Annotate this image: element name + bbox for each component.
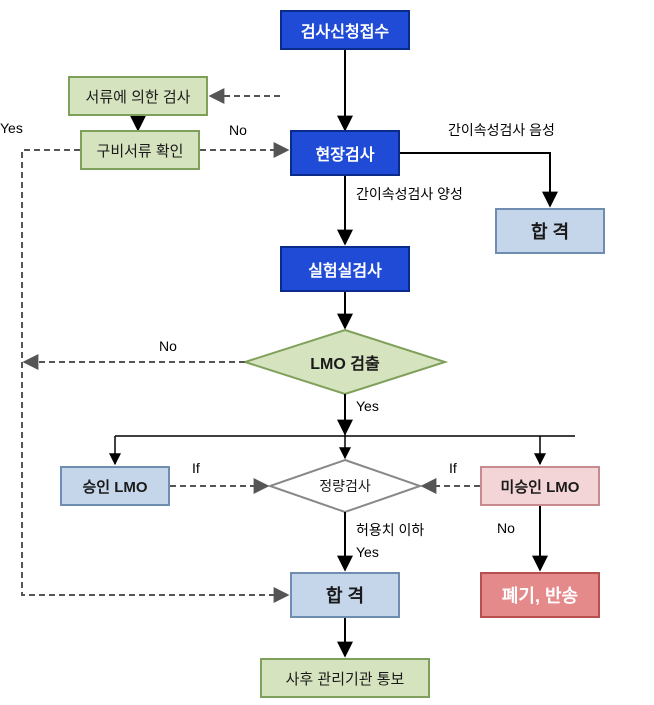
node-quant: 정량검사 xyxy=(270,460,420,512)
label-yes3: Yes xyxy=(356,544,379,560)
node-quant-label: 정량검사 xyxy=(319,476,371,496)
node-approved-label: 승인 LMO xyxy=(82,476,147,497)
node-field: 현장검사 xyxy=(290,130,400,176)
node-pass2-label: 합 격 xyxy=(326,582,364,608)
node-start-label: 검사신청접수 xyxy=(301,18,389,42)
node-unapproved: 미승인 LMO xyxy=(480,466,600,506)
node-start: 검사신청접수 xyxy=(280,10,410,50)
node-unapproved-label: 미승인 LMO xyxy=(501,476,580,497)
node-followup-label: 사후 관리기관 통보 xyxy=(286,668,405,689)
label-rapid-neg: 간이속성검사 음성 xyxy=(448,120,555,140)
node-lab-label: 실험실검사 xyxy=(308,257,382,281)
node-followup: 사후 관리기관 통보 xyxy=(260,658,430,698)
node-reject: 폐기, 반송 xyxy=(480,572,600,618)
label-no2: No xyxy=(159,338,177,354)
label-if2: If xyxy=(449,460,457,476)
label-no1: No xyxy=(229,122,247,138)
node-lmo-detect-label: LMO 검출 xyxy=(310,350,379,374)
label-yes2: Yes xyxy=(356,398,379,414)
node-doc-check: 서류에 의한 검사 xyxy=(68,76,208,116)
label-yes1: Yes xyxy=(0,120,23,136)
node-doc-check-label: 서류에 의한 검사 xyxy=(86,86,191,107)
node-pass2: 합 격 xyxy=(290,572,400,618)
label-rapid-pos: 간이속성검사 양성 xyxy=(356,184,463,204)
node-req-doc: 구비서류 확인 xyxy=(80,130,200,170)
node-lab: 실험실검사 xyxy=(280,246,410,292)
node-lmo-detect: LMO 검출 xyxy=(245,330,445,394)
node-req-doc-label: 구비서류 확인 xyxy=(97,140,184,161)
node-approved: 승인 LMO xyxy=(60,466,170,506)
node-field-label: 현장검사 xyxy=(316,141,375,165)
label-no3: No xyxy=(497,520,515,536)
node-reject-label: 폐기, 반송 xyxy=(502,582,578,608)
label-if1: If xyxy=(192,460,200,476)
node-pass1-label: 합 격 xyxy=(531,218,569,244)
node-pass1: 합 격 xyxy=(495,208,605,254)
label-allow: 허용치 이하 xyxy=(356,520,424,540)
